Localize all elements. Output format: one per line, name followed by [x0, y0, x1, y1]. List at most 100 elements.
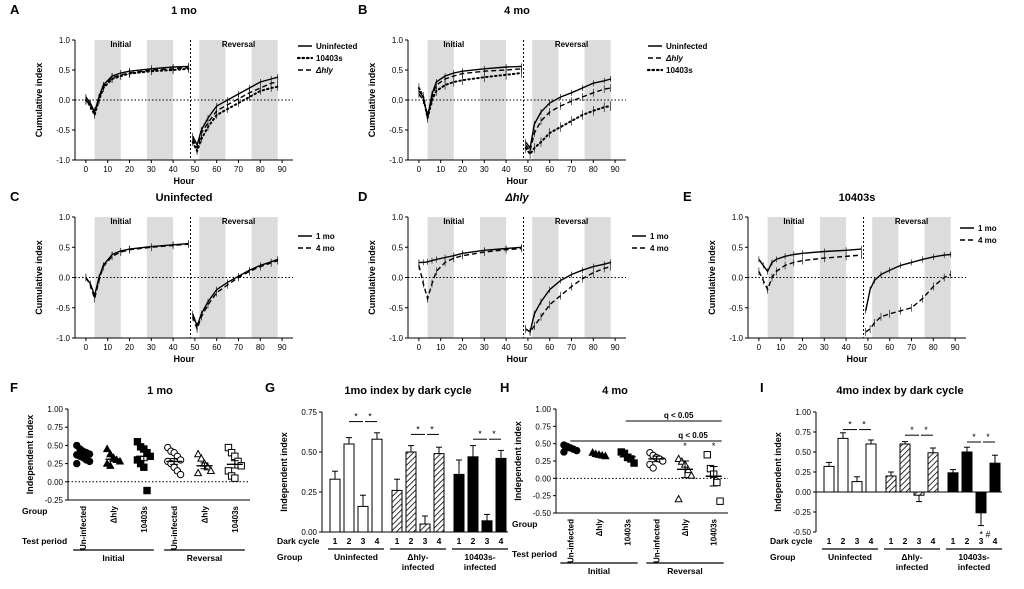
y-axis-title: Cumulative index: [367, 240, 377, 315]
y-tick-label: -1.0: [389, 334, 403, 343]
series-line: [85, 243, 189, 302]
group-label: Uninfected: [828, 552, 872, 562]
group-label: 10403s-: [464, 552, 495, 562]
x-tick-label: 10: [103, 165, 112, 174]
cycle-label: 3: [855, 536, 860, 546]
significance-star: *: [368, 412, 372, 422]
y-tick-label: 0.75: [795, 428, 811, 437]
data-point: [73, 459, 81, 468]
row-label-group: Group: [770, 552, 796, 562]
bar: [405, 451, 417, 533]
y-tick-label: 0.25: [47, 460, 63, 469]
period-label-reversal: Reversal: [667, 566, 702, 576]
bar: [927, 452, 939, 493]
x-tick-label: 80: [256, 165, 265, 174]
legend-label: 1 mo: [978, 224, 997, 233]
category-label: Un-infected: [79, 506, 88, 550]
panel-a: A 1 mo Initial Reversal -1.0 -0.5 0.0 0.5 1.0 0 10…: [10, 2, 357, 186]
category-label: Un-infected: [652, 519, 661, 563]
x-tick-label: 0: [757, 343, 762, 352]
x-tick-label: 90: [611, 343, 620, 352]
category-6: [703, 451, 724, 505]
x-tick-label: 50: [190, 165, 199, 174]
y-tick-label: 0.00: [535, 474, 551, 483]
panel-letter: G: [265, 380, 275, 395]
row-label-dark-cycle: Dark cycle: [770, 536, 813, 546]
y-axis-title: Cumulative index: [34, 63, 44, 138]
y-tick-label: 0.25: [795, 468, 811, 477]
category-label: 10403s: [231, 505, 240, 532]
group-label: Uninfected: [334, 552, 378, 562]
bar: [823, 465, 835, 493]
bar-group-3: * *: [947, 432, 1001, 527]
phase-label-initial: Initial: [110, 217, 131, 226]
group-label: infected: [896, 562, 929, 572]
cycle-label: 3: [361, 536, 366, 546]
x-tick-label: 80: [256, 343, 265, 352]
x-tick-label: 60: [545, 343, 554, 352]
x-tick-label: 30: [820, 343, 829, 352]
x-tick-label: 10: [436, 165, 445, 174]
row-label-test-period: Test period: [22, 536, 67, 546]
cycle-label: 2: [347, 536, 352, 546]
category-6: [224, 443, 245, 482]
category-2: [102, 444, 125, 469]
cycle-label: 1: [457, 536, 462, 546]
y-axis-title: Cumulative index: [367, 63, 377, 138]
category-label: Un-infected: [170, 506, 179, 550]
panel-b: B 4 mo Initial Reversal -1.0 -0.5 0.0 0.5 1.0 0 10…: [358, 2, 707, 186]
y-axis-title: Cumulative index: [34, 240, 44, 315]
x-tick-label: 40: [169, 343, 178, 352]
bar: [961, 451, 973, 493]
data-point: [716, 497, 724, 505]
y-tick-label: 0.0: [59, 96, 71, 105]
bar: [343, 443, 355, 533]
series-2: [758, 251, 952, 336]
category-label: 10403s: [140, 505, 149, 532]
x-tick-label: 70: [234, 165, 243, 174]
series-2: [418, 244, 612, 336]
y-tick-label: 0.25: [301, 488, 317, 497]
significance-star: *: [478, 429, 482, 439]
y-tick-label: 0.5: [732, 243, 744, 252]
panel-i: I 4mo index by dark cycle 1.00 0.75 0.50 0.25…: [760, 380, 1002, 572]
x-tick-label: 70: [234, 343, 243, 352]
panel-title: 10403s: [839, 192, 876, 204]
panel-title: Δhly: [504, 192, 529, 204]
legend-label: 1 mo: [316, 232, 335, 241]
series-line: [525, 265, 611, 333]
y-axis-title: Independent index: [513, 421, 523, 501]
panel-title: 4 mo: [602, 385, 628, 397]
x-tick-label: 80: [929, 343, 938, 352]
category-1: [560, 441, 581, 456]
panel-letter: E: [683, 189, 692, 204]
x-tick-label: 0: [417, 343, 422, 352]
x-tick-label: 10: [776, 343, 785, 352]
panel-letter: B: [358, 2, 367, 17]
x-tick-label: 60: [212, 165, 221, 174]
group-label: Δhly-: [901, 552, 922, 562]
data-point: [102, 444, 112, 453]
bar-group-1: * *: [329, 412, 383, 533]
cycle-label: 3: [917, 536, 922, 546]
row-label-group: Group: [22, 506, 48, 516]
bar: [329, 478, 341, 533]
cycle-label: 4: [437, 536, 442, 546]
y-tick-label: -0.25: [45, 496, 64, 505]
data-point: [649, 464, 657, 472]
significance-annotation: q < 0.05: [678, 431, 708, 440]
significance-star: *: [862, 420, 866, 430]
y-tick-label: 0.5: [59, 66, 71, 75]
y-tick-label: 0.50: [535, 440, 551, 449]
significance-star: *: [492, 429, 496, 439]
y-axis-title: Cumulative index: [707, 240, 717, 315]
y-tick-label: 0.75: [47, 423, 63, 432]
cycle-label: 3: [979, 536, 984, 546]
cycle-label: 4: [869, 536, 874, 546]
x-axis-title: Hour: [507, 354, 528, 364]
y-tick-label: 0.0: [732, 274, 744, 283]
category-label: Δhly: [110, 505, 119, 523]
bar-group-2: * *: [391, 424, 445, 533]
category-label: Δhly: [595, 518, 604, 536]
category-4: [646, 448, 667, 472]
